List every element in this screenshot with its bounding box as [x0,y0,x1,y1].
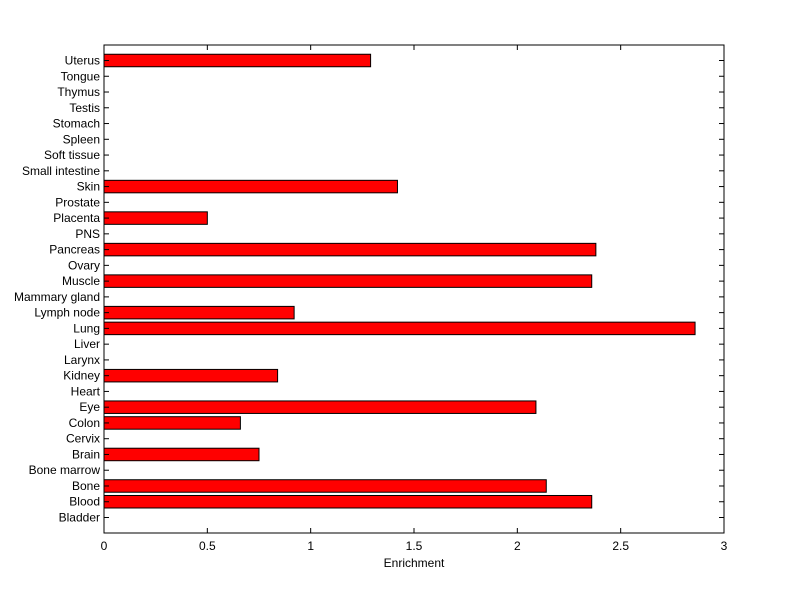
y-tick-label-pns: PNS [75,227,100,241]
y-tick-label-spleen: Spleen [63,132,100,146]
y-tick-label-small-intestine: Small intestine [22,164,100,178]
y-tick-label-testis: Testis [69,101,100,115]
bar-pancreas [103,242,597,257]
y-tick-label-brain: Brain [72,447,100,461]
bar-eye [103,400,537,414]
y-tick-label-mammary-gland: Mammary gland [14,290,100,304]
bar-brain [103,447,260,462]
x-tick-label-2: 1 [307,539,314,553]
x-axis-label: Enrichment [384,556,445,570]
x-tick-label-3: 1.5 [406,539,423,553]
x-tick-label-4: 2 [514,539,521,553]
x-tick-label-6: 3 [721,539,728,553]
y-tick-label-tongue: Tongue [61,69,101,83]
y-tick-label-cervix: Cervix [66,432,100,446]
y-tick-label-prostate: Prostate [55,195,100,209]
y-tick-label-bone-marrow: Bone marrow [29,463,101,477]
bar-placenta [103,211,208,225]
bar-skin [103,179,398,194]
y-tick-label-blood: Blood [69,495,100,509]
y-tick-label-thymus: Thymus [57,85,100,99]
y-tick-label-lymph-node: Lymph node [34,306,100,320]
bar-lymph-node [103,305,295,320]
y-tick-label-soft-tissue: Soft tissue [44,148,100,162]
y-tick-label-kidney: Kidney [63,369,100,383]
bar-muscle [103,274,593,288]
y-tick-label-stomach: Stomach [53,117,100,131]
bar-kidney [103,368,279,383]
y-tick-label-liver: Liver [74,337,100,351]
x-tick-label-5: 2.5 [612,539,629,553]
y-tick-label-larynx: Larynx [64,353,100,367]
y-tick-label-bone: Bone [72,479,100,493]
y-tick-label-bladder: Bladder [59,511,100,525]
bar-blood [103,494,593,509]
y-tick-label-muscle: Muscle [62,274,100,288]
y-tick-label-eye: Eye [79,400,100,414]
x-tick-label-1: 0.5 [199,539,216,553]
y-tick-label-placenta: Placenta [53,211,100,225]
bar-bone [103,479,547,493]
bar-lung [103,321,696,336]
y-tick-label-pancreas: Pancreas [49,243,100,257]
y-tick-label-heart: Heart [71,384,101,398]
bar-colon [103,416,241,430]
y-tick-label-skin: Skin [77,180,100,194]
x-ticks-group: 0 0.5 1 1.5 2 2.5 3 [101,45,728,553]
bar-uterus [103,53,372,68]
y-tick-label-colon: Colon [69,416,100,430]
x-tick-label-0: 0 [101,539,108,553]
y-tick-label-ovary: Ovary [68,258,100,272]
plot-frame [103,44,725,534]
y-tick-label-uterus: Uterus [65,54,100,68]
y-tick-label-lung: Lung [73,321,100,335]
